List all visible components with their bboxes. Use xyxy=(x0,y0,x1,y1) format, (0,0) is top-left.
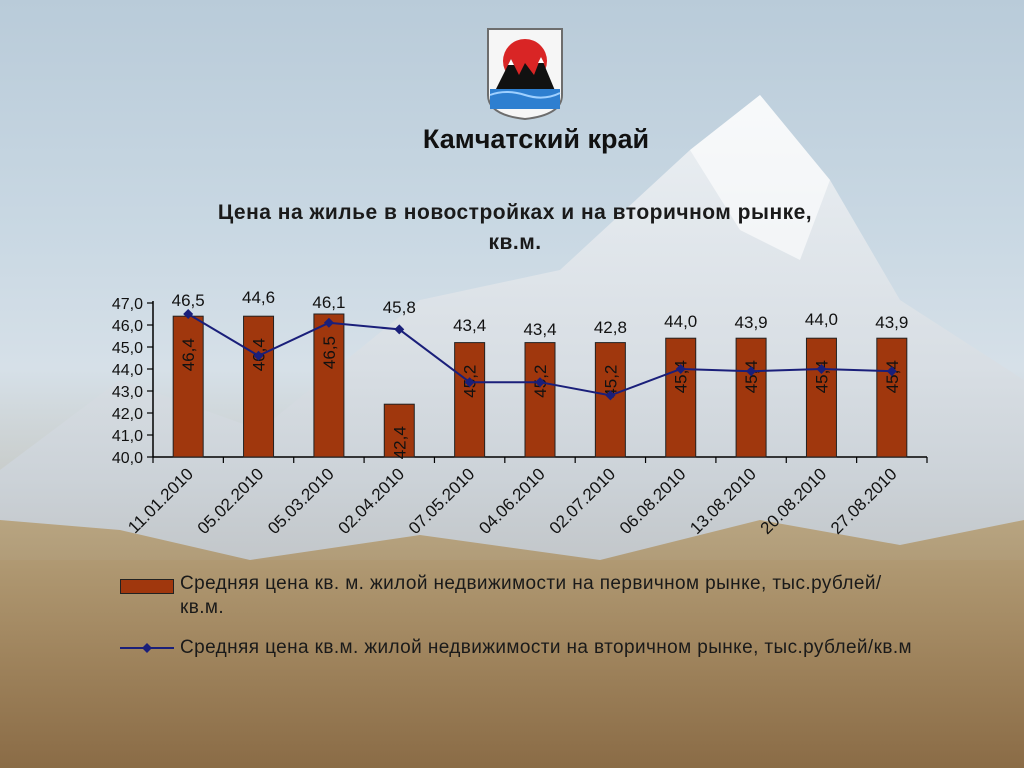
secondary-point xyxy=(605,390,616,401)
y-tick-label: 42,0 xyxy=(112,406,143,423)
secondary-point xyxy=(886,366,897,377)
y-tick-label: 47,0 xyxy=(112,296,143,313)
line-value-label: 43,9 xyxy=(875,313,908,332)
legend-label-primary: Средняя цена кв. м. жилой недвижимости н… xyxy=(180,573,882,618)
y-tick-label: 43,0 xyxy=(112,384,143,401)
secondary-point xyxy=(394,324,405,335)
primary-bar xyxy=(805,337,837,458)
y-tick-label: 46,0 xyxy=(112,318,143,335)
line-value-label: 46,1 xyxy=(312,293,345,312)
line-value-label: 43,4 xyxy=(453,316,486,335)
legend-label-secondary: Средняя цена кв.м. жилой недвижимости на… xyxy=(180,637,912,658)
secondary-point xyxy=(183,309,194,319)
secondary-point xyxy=(746,366,757,377)
secondary-point xyxy=(535,377,545,388)
x-category-label: 27.08.2010 xyxy=(827,464,901,538)
bar-value-label: 45,4 xyxy=(883,360,902,393)
secondary-point xyxy=(816,364,827,374)
line-value-label: 43,4 xyxy=(523,320,556,339)
x-category-label: 20.08.2010 xyxy=(757,464,831,538)
line-value-label: 44,0 xyxy=(805,310,838,329)
region-title: Камчатский край xyxy=(422,124,650,154)
x-category-label: 13.08.2010 xyxy=(686,464,760,538)
bar-value-label: 46,5 xyxy=(320,336,339,369)
x-category-label: 06.08.2010 xyxy=(616,464,690,538)
x-category-label: 07.05.2010 xyxy=(405,464,479,538)
bar-value-label: 45,4 xyxy=(742,360,761,393)
legend-bar-swatch xyxy=(120,579,174,594)
secondary-point xyxy=(253,350,264,361)
x-category-label: 02.04.2010 xyxy=(334,464,408,538)
primary-bar xyxy=(524,342,556,458)
line-value-label: 44,6 xyxy=(242,288,275,307)
secondary-point xyxy=(323,317,334,328)
line-value-label: 43,9 xyxy=(735,313,768,332)
primary-bar xyxy=(243,315,275,458)
primary-bar xyxy=(665,337,697,458)
line-value-label: 46,5 xyxy=(172,291,205,310)
legend-line-swatch xyxy=(120,643,174,653)
x-category-label: 05.03.2010 xyxy=(264,464,338,538)
y-tick-label: 40,0 xyxy=(112,450,143,467)
line-value-label: 45,8 xyxy=(383,298,416,317)
y-tick-label: 41,0 xyxy=(112,428,143,445)
primary-bar xyxy=(313,313,345,458)
x-category-label: 05.02.2010 xyxy=(194,464,268,538)
bar-value-label: 45,2 xyxy=(601,365,620,398)
primary-bar xyxy=(383,403,415,458)
primary-bar xyxy=(735,337,767,458)
x-category-label: 11.01.2010 xyxy=(124,464,197,537)
kamchatka-emblem-icon xyxy=(487,28,563,121)
y-tick-label: 44,0 xyxy=(112,362,143,379)
secondary-point xyxy=(464,377,475,388)
chart-title: Цена на жилье в новостройках и на вторич… xyxy=(217,201,813,254)
bar-value-label: 42,4 xyxy=(390,426,409,459)
y-tick-label: 45,0 xyxy=(112,340,143,357)
x-category-label: 04.06.2010 xyxy=(475,464,549,538)
primary-bar xyxy=(876,337,908,458)
x-category-label: 02.07.2010 xyxy=(546,464,620,538)
secondary-point xyxy=(675,364,686,374)
primary-bar xyxy=(172,315,204,458)
bar-value-label: 46,4 xyxy=(179,338,198,371)
primary-bar xyxy=(454,342,486,458)
line-value-label: 42,8 xyxy=(594,318,627,337)
line-value-label: 44,0 xyxy=(664,312,697,331)
